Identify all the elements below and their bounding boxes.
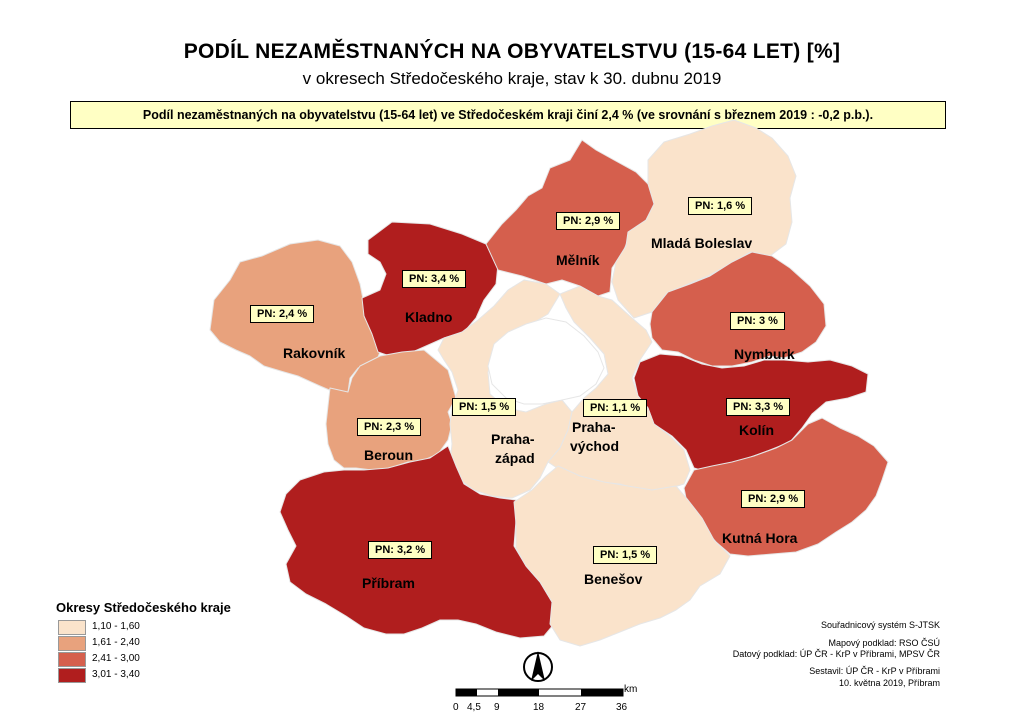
district-name-beroun: Beroun: [364, 447, 413, 463]
district-name-kolin: Kolín: [739, 422, 774, 438]
district-name-praha-vychod-line1: Praha-: [572, 419, 616, 435]
summary-info-box: Podíl nezaměstnaných na obyvatelstvu (15…: [70, 101, 946, 129]
scale-bar: [455, 688, 624, 697]
credit-map-source: Mapový podklad: RSO ČSÚ: [828, 638, 940, 648]
scale-tick: 18: [533, 702, 545, 713]
pn-label-pribram: PN: 3,2 %: [368, 541, 433, 559]
north-arrow-icon: [523, 651, 553, 682]
legend-label: 1,10 - 1,60: [92, 621, 140, 632]
pn-label-kladno: PN: 3,4 %: [402, 270, 467, 288]
district-name-benesov: Benešov: [584, 571, 643, 587]
legend-swatch: [58, 636, 86, 651]
credit-data-source: Datový podklad: ÚP ČR - KrP v Příbrami, …: [732, 649, 940, 659]
map-subtitle: v okresech Středočeského kraje, stav k 3…: [302, 69, 722, 88]
credit-date: 10. května 2019, Příbram: [838, 678, 940, 688]
legend-label: 3,01 - 3,40: [92, 669, 140, 680]
credit-coordinate-system: Souřadnicový systém S-JTSK: [820, 620, 940, 630]
legend-title: Okresy Středočeského kraje: [56, 600, 231, 615]
district-beroun[interactable]: [325, 349, 457, 471]
pn-label-melnik: PN: 2,9 %: [556, 212, 621, 230]
district-name-kladno: Kladno: [405, 309, 453, 325]
pn-label-kutna-hora: PN: 2,9 %: [741, 490, 806, 508]
map-title: PODÍL NEZAMĚSTNANÝCH NA OBYVATELSTVU (15…: [183, 40, 841, 63]
legend-swatch: [58, 652, 86, 667]
scale-tick: 9: [494, 702, 500, 713]
legend-swatch: [58, 668, 86, 683]
pn-label-praha-zapad: PN: 1,5 %: [452, 398, 517, 416]
pn-label-beroun: PN: 2,3 %: [357, 418, 422, 436]
credit-author: Sestavil: ÚP ČR - KrP v Příbrami: [809, 666, 940, 676]
legend-swatch: [58, 620, 86, 635]
scale-tick: 27: [575, 702, 587, 713]
district-name-nymburk: Nymburk: [734, 346, 795, 362]
district-name-kutna-hora: Kutná Hora: [722, 530, 798, 546]
pn-label-rakovnik: PN: 2,4 %: [250, 305, 315, 323]
district-nymburk[interactable]: [649, 251, 827, 367]
district-name-praha-zapad-line1: Praha-: [491, 431, 535, 447]
scale-unit: km: [624, 684, 638, 695]
legend-label: 2,41 - 3,00: [92, 653, 140, 664]
pn-label-nymburk: PN: 3 %: [730, 312, 785, 330]
district-name-mlada-boleslav: Mladá Boleslav: [651, 235, 753, 251]
pn-label-praha-vychod: PN: 1,1 %: [583, 399, 648, 417]
pn-label-kolin: PN: 3,3 %: [726, 398, 791, 416]
pn-label-benesov: PN: 1,5 %: [593, 546, 658, 564]
pn-label-mlada-boleslav: PN: 1,6 %: [688, 197, 753, 215]
praha-city-area: [487, 317, 605, 405]
scale-tick: 36: [616, 702, 628, 713]
scale-tick: 0: [453, 702, 459, 713]
district-kladno[interactable]: [361, 221, 499, 357]
district-name-praha-zapad-line2: západ: [495, 450, 535, 466]
legend-label: 1,61 - 2,40: [92, 637, 140, 648]
district-name-rakovnik: Rakovník: [283, 345, 346, 361]
district-name-melnik: Mělník: [556, 252, 600, 268]
district-name-pribram: Příbram: [362, 575, 415, 591]
scale-tick: 4,5: [467, 702, 481, 713]
district-name-praha-vychod-line2: východ: [570, 438, 620, 454]
